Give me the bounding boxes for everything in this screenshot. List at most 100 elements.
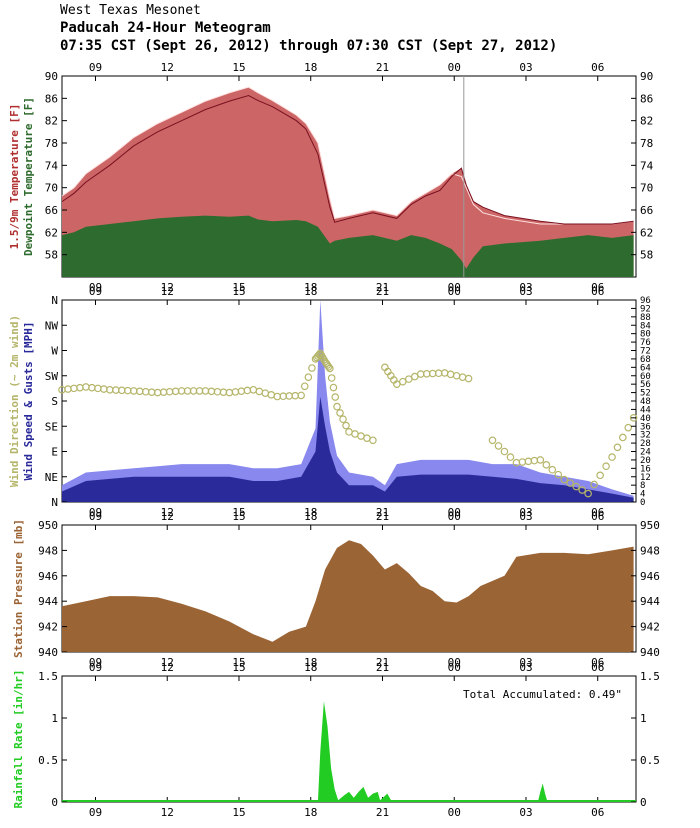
x-tick-label-bottom: 18: [304, 806, 317, 819]
x-tick-label-top: 15: [232, 61, 245, 74]
y-tick-label-right: 948: [640, 544, 660, 557]
x-tick-label-top: 15: [232, 510, 245, 523]
x-tick-label-top: 06: [591, 285, 604, 298]
y-tick-label-left: 948: [38, 544, 58, 557]
x-tick-label-bottom: 18: [304, 506, 317, 519]
x-tick-label-top: 15: [232, 661, 245, 674]
y-tick-label-left: 86: [45, 92, 58, 105]
y-tick-label-left: 946: [38, 570, 58, 583]
wind-direction-point: [464, 374, 473, 383]
y-tick-label-right: 940: [640, 646, 660, 659]
x-tick-label-bottom: 15: [232, 281, 245, 294]
y-tick-label-left: 0.5: [38, 754, 58, 767]
y-tick-label-left: 70: [45, 182, 58, 195]
y-tick-label-right: 70: [640, 182, 653, 195]
y-tick-label-right: 8: [640, 481, 645, 491]
y-tick-label-right: 74: [640, 159, 654, 172]
direction-label: SW: [45, 370, 59, 383]
y-tick-label-right: 0.5: [640, 754, 660, 767]
x-tick-label-top: 21: [376, 61, 389, 74]
wind-direction-point: [578, 486, 586, 494]
rainfall-total-annotation: Total Accumulated: 0.49": [463, 688, 622, 701]
y-tick-label-right: 950: [640, 519, 660, 532]
wind-direction-point: [342, 421, 350, 430]
x-tick-label-top: 12: [161, 285, 174, 298]
y-tick-label-right: 62: [640, 226, 653, 239]
x-tick-label-bottom: 06: [591, 806, 604, 819]
wind-direction-point: [308, 364, 316, 372]
direction-label: N: [51, 294, 58, 307]
y-tick-label-left: 1: [51, 712, 58, 725]
x-tick-label-bottom: 06: [591, 656, 604, 669]
y-tick-label-left: 950: [38, 519, 58, 532]
y-tick-label-left: 74: [45, 159, 59, 172]
direction-label: E: [51, 446, 58, 459]
x-tick-label-bottom: 18: [304, 281, 317, 294]
y-tick-label-left: 940: [38, 646, 58, 659]
dewpoint-area: [62, 215, 634, 277]
y-tick-label-right: 20: [640, 456, 651, 466]
y-tick-label-right: 48: [640, 397, 651, 407]
x-tick-label-bottom: 03: [519, 281, 532, 294]
meteogram-title: Paducah 24-Hour Meteogram: [60, 20, 271, 36]
wind-direction-point: [331, 393, 340, 401]
wind-direction-point: [327, 374, 336, 382]
wind-direction-point: [619, 433, 627, 442]
wind-direction-point: [542, 461, 551, 469]
y-tick-label-left: 1.5: [38, 670, 58, 683]
x-tick-label-bottom: 12: [161, 506, 174, 519]
wind-direction-point: [548, 465, 557, 474]
y-tick-label-right: 52: [640, 389, 651, 399]
y-tick-label-right: 86: [640, 92, 653, 105]
x-tick-label-top: 18: [304, 285, 317, 298]
y-tick-label-right: 68: [640, 355, 651, 365]
wind-direction-point: [596, 471, 604, 480]
y-tick-label-right: 72: [640, 347, 651, 357]
direction-label: S: [51, 395, 58, 408]
wind-direction-point: [339, 415, 347, 424]
y-tick-label-left: 0: [51, 796, 58, 809]
x-tick-label-bottom: 09: [89, 806, 102, 819]
x-tick-label-bottom: 06: [591, 281, 604, 294]
wind-direction-point: [336, 409, 344, 417]
direction-label: SE: [45, 420, 58, 433]
wind-speed-area: [62, 396, 634, 502]
x-tick-label-bottom: 00: [448, 506, 461, 519]
station-network-title: West Texas Mesonet: [60, 3, 201, 18]
wind-direction-point: [500, 447, 509, 456]
y-tick-label-right: 78: [640, 137, 653, 150]
y-tick-label-right: 60: [640, 372, 651, 382]
y-tick-label-right: 16: [640, 464, 651, 474]
wind-direction-point: [494, 442, 503, 450]
y-tick-label-left: 944: [38, 595, 58, 608]
x-tick-label-top: 21: [376, 661, 389, 674]
y-tick-label-left: 66: [45, 204, 58, 217]
x-tick-label-bottom: 09: [89, 506, 102, 519]
x-tick-label-bottom: 12: [161, 806, 174, 819]
wind-direction-point: [602, 462, 610, 471]
y-tick-label-right: 36: [640, 422, 651, 432]
pressure-axis-label: Station Pressure [mb]: [12, 519, 25, 658]
wind-direction-point: [300, 382, 309, 391]
wind-direction-point: [566, 479, 575, 487]
y-tick-label-right: 1.5: [640, 670, 660, 683]
y-tick-label-right: 0: [640, 796, 647, 809]
y-tick-label-right: 40: [640, 414, 651, 424]
x-tick-label-bottom: 03: [519, 656, 532, 669]
x-tick-label-top: 00: [448, 661, 461, 674]
wind-direction-point: [554, 470, 563, 479]
x-tick-label-top: 00: [448, 285, 461, 298]
x-tick-label-top: 03: [519, 285, 532, 298]
x-tick-label-top: 06: [591, 510, 604, 523]
y-tick-label-right: 32: [640, 431, 651, 441]
time-range: 07:35 CST (Sept 26, 2012) through 07:30 …: [60, 38, 558, 54]
wind-direction-point: [333, 402, 341, 411]
x-tick-label-top: 18: [304, 661, 317, 674]
x-tick-label-top: 00: [448, 510, 461, 523]
y-tick-label-right: 944: [640, 595, 660, 608]
x-tick-label-top: 06: [591, 661, 604, 674]
y-tick-label-right: 90: [640, 70, 653, 83]
direction-label: W: [51, 345, 58, 358]
x-tick-label-top: 18: [304, 61, 317, 74]
